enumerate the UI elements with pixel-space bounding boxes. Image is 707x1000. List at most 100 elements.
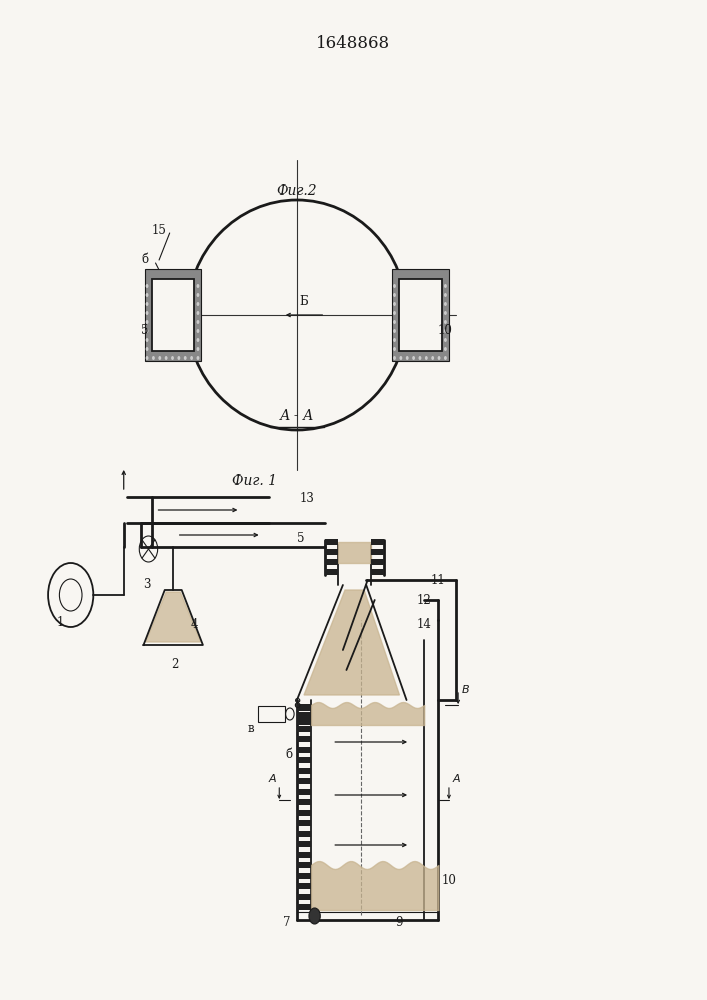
Bar [297,799,311,805]
Text: Б: Б [300,295,308,308]
Circle shape [146,311,148,315]
Circle shape [146,338,148,342]
Circle shape [444,320,447,324]
Bar [297,862,311,868]
Polygon shape [338,542,371,563]
Circle shape [438,356,440,360]
Text: 5: 5 [297,532,304,544]
Bar [297,872,311,879]
Polygon shape [146,592,201,642]
Bar [258,706,285,722]
Bar [152,279,194,351]
Text: 9: 9 [396,916,403,928]
Circle shape [197,284,199,288]
Bar [145,269,201,361]
Circle shape [158,356,161,360]
Text: 1: 1 [57,615,64,629]
Circle shape [165,356,168,360]
Text: 12: 12 [417,593,431,606]
Circle shape [197,356,199,360]
Circle shape [393,320,396,324]
Circle shape [146,293,148,297]
Bar [371,559,384,565]
Circle shape [190,356,193,360]
Circle shape [152,356,155,360]
Text: Фиг. 1: Фиг. 1 [232,474,277,488]
Bar [297,851,311,857]
Bar [392,269,449,361]
Circle shape [197,311,199,315]
Bar [371,569,384,575]
Circle shape [197,302,199,306]
Text: В: В [462,685,469,695]
Bar [297,746,311,752]
Bar [325,539,338,545]
Text: 15: 15 [151,224,167,236]
Bar [371,539,384,545]
Bar [297,778,311,784]
Bar [399,279,442,351]
Circle shape [444,311,447,315]
Circle shape [393,356,396,360]
Bar [297,830,311,836]
Circle shape [425,356,428,360]
Text: 10: 10 [438,324,453,336]
Circle shape [184,356,187,360]
Circle shape [431,356,434,360]
Text: А: А [452,774,460,784]
Bar [297,720,311,725]
Bar [297,736,311,742]
Bar [371,549,384,555]
Circle shape [444,356,447,360]
Text: 2: 2 [171,658,178,672]
Text: 10: 10 [441,874,457,886]
Circle shape [197,293,199,297]
Circle shape [419,356,421,360]
Polygon shape [304,590,399,695]
Circle shape [393,302,396,306]
Bar [297,704,311,710]
Bar [297,841,311,847]
Bar [297,883,311,889]
Text: 5: 5 [141,324,148,336]
Text: 3: 3 [144,578,151,590]
Circle shape [309,908,320,924]
Circle shape [197,347,199,351]
Text: 1648868: 1648868 [317,35,390,52]
Circle shape [444,302,447,306]
Bar [297,894,311,900]
Text: 13: 13 [300,491,315,504]
Circle shape [177,356,180,360]
Bar [325,549,338,555]
Bar [297,820,311,826]
Text: 8: 8 [293,698,300,712]
Circle shape [146,347,148,351]
Circle shape [444,329,447,333]
Circle shape [197,338,199,342]
Circle shape [146,320,148,324]
Circle shape [399,356,402,360]
Bar [297,788,311,794]
Circle shape [146,356,148,360]
Text: в: в [247,722,255,734]
Bar [325,559,338,565]
Bar [297,712,311,717]
Circle shape [393,329,396,333]
Text: Фиг.2: Фиг.2 [276,184,317,198]
Circle shape [197,320,199,324]
Bar [297,904,311,910]
Bar [297,726,311,732]
Text: А - А: А - А [280,409,314,423]
Text: 4: 4 [191,618,198,632]
Text: А: А [269,774,276,784]
Bar [297,715,311,721]
Bar [297,768,311,774]
Circle shape [444,293,447,297]
Circle shape [393,338,396,342]
Bar [325,569,338,575]
Circle shape [393,284,396,288]
Text: б: б [285,748,292,762]
Circle shape [406,356,409,360]
Text: 11: 11 [431,574,445,586]
Circle shape [444,338,447,342]
